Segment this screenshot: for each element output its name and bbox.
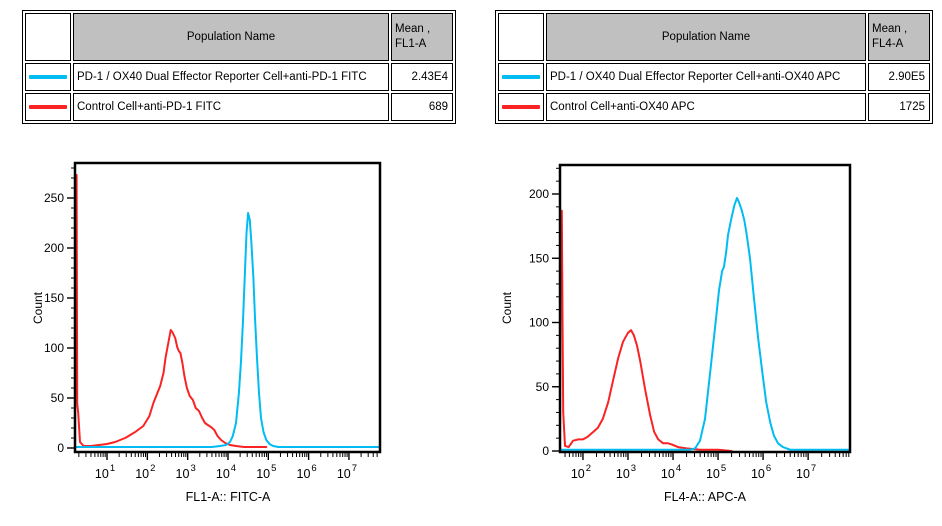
table-row: PD-1 / OX40 Dual Effector Reporter Cell+… [498, 63, 930, 91]
svg-text:103: 103 [616, 463, 636, 481]
header-blank-cell [498, 13, 544, 61]
svg-text:200: 200 [529, 187, 549, 201]
svg-text:107: 107 [337, 463, 357, 481]
header-mean-line2: FL4-A [872, 38, 904, 50]
svg-text:105: 105 [706, 463, 726, 481]
svg-text:104: 104 [661, 463, 681, 481]
table-header-row: Population Name Mean , FL4-A [498, 13, 930, 61]
svg-text:101: 101 [95, 463, 115, 481]
table-row: PD-1 / OX40 Dual Effector Reporter Cell+… [25, 63, 453, 91]
histogram-svg-fl1: 101 102 103 104 105 106 107 0 50 100 150 200 250 [44, 161, 382, 481]
header-population-name: Population Name [546, 13, 866, 61]
x-axis-label: FL1-A:: FITC-A [185, 490, 271, 504]
svg-text:150: 150 [529, 251, 549, 265]
table-header-row: Population Name Mean , FL1-A [25, 13, 453, 61]
histogram-panel-fl1: 101 102 103 104 105 106 107 0 50 100 150 200 250 Cou… [20, 150, 465, 526]
legend-swatch-cell [498, 63, 544, 91]
svg-text:104: 104 [216, 463, 236, 481]
header-population-name: Population Name [73, 13, 389, 61]
header-mean-line2: FL1-A [395, 38, 427, 50]
legend-swatch-cell [25, 63, 71, 91]
red-line-swatch [29, 105, 67, 109]
svg-text:250: 250 [44, 191, 64, 205]
x-axis-label: FL4-A:: APC-A [664, 490, 746, 504]
svg-text:50: 50 [51, 391, 65, 405]
cyan-line-swatch [502, 75, 540, 79]
population-name-cell: PD-1 / OX40 Dual Effector Reporter Cell+… [546, 63, 866, 91]
histogram-svg-fl4: 102 103 104 105 106 107 0 50 100 150 200 [529, 163, 852, 481]
svg-text:107: 107 [796, 463, 816, 481]
mean-value-cell: 1725 [868, 93, 930, 121]
table-row: Control Cell+anti-PD-1 FITC 689 [25, 93, 453, 121]
header-mean-line1: Mean , [395, 23, 431, 35]
svg-text:102: 102 [135, 463, 155, 481]
svg-text:106: 106 [751, 463, 771, 481]
svg-text:150: 150 [44, 291, 64, 305]
svg-text:102: 102 [571, 463, 591, 481]
svg-text:50: 50 [536, 380, 550, 394]
mean-value-cell: 689 [391, 93, 453, 121]
svg-text:100: 100 [44, 341, 64, 355]
mean-value-cell: 2.90E5 [868, 63, 930, 91]
table-row: Control Cell+anti-OX40 APC 1725 [498, 93, 930, 121]
population-name-cell: Control Cell+anti-PD-1 FITC [73, 93, 389, 121]
mean-value-cell: 2.43E4 [391, 63, 453, 91]
y-axis-label: Count [500, 291, 514, 325]
header-mean-line1: Mean , [872, 23, 908, 35]
population-table-fl1: Population Name Mean , FL1-A PD-1 / OX40… [22, 10, 456, 124]
header-blank-cell [25, 13, 71, 61]
svg-text:0: 0 [57, 441, 64, 455]
svg-text:105: 105 [256, 463, 276, 481]
svg-text:100: 100 [529, 316, 549, 330]
svg-text:0: 0 [542, 444, 549, 458]
legend-swatch-cell [498, 93, 544, 121]
red-line-swatch [502, 105, 540, 109]
svg-text:200: 200 [44, 241, 64, 255]
population-table-fl4: Population Name Mean , FL4-A PD-1 / OX40… [495, 10, 933, 124]
header-mean: Mean , FL4-A [868, 13, 930, 61]
legend-swatch-cell [25, 93, 71, 121]
population-name-cell: PD-1 / OX40 Dual Effector Reporter Cell+… [73, 63, 389, 91]
histogram-panel-fl4: 102 103 104 105 106 107 0 50 100 150 200 Count FL4… [490, 150, 935, 526]
cyan-line-swatch [29, 75, 67, 79]
y-axis-label: Count [31, 291, 45, 325]
svg-text:103: 103 [176, 463, 196, 481]
svg-text:106: 106 [297, 463, 317, 481]
header-mean: Mean , FL1-A [391, 13, 453, 61]
population-name-cell: Control Cell+anti-OX40 APC [546, 93, 866, 121]
